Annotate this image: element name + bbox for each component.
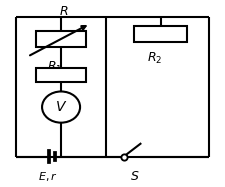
Text: V: V xyxy=(56,100,66,114)
Bar xyxy=(36,68,86,82)
Text: S: S xyxy=(131,170,139,183)
Text: $R_2$: $R_2$ xyxy=(147,51,163,66)
Text: $E, r$: $E, r$ xyxy=(38,170,58,183)
Bar xyxy=(36,31,86,47)
Bar xyxy=(134,26,187,42)
Text: $R_1$: $R_1$ xyxy=(47,60,62,75)
Text: R: R xyxy=(60,5,69,18)
Circle shape xyxy=(42,91,80,123)
